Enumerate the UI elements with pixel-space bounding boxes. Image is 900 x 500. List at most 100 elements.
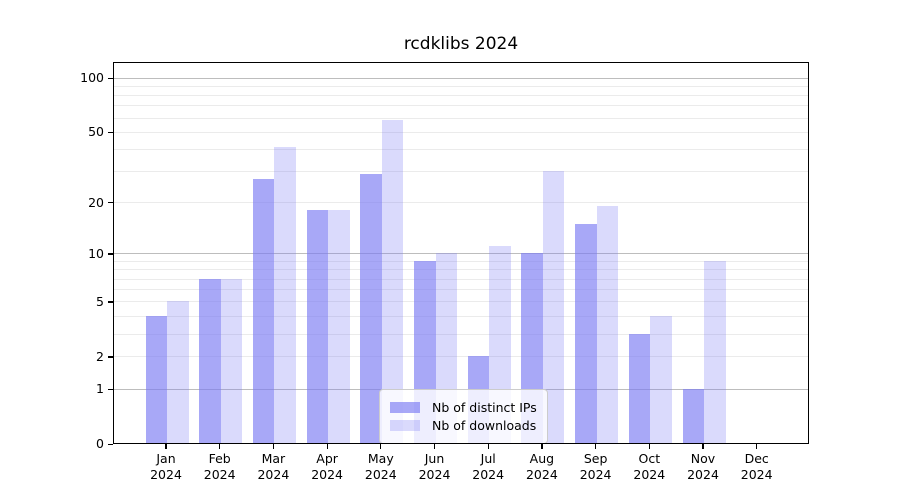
x-tick-year: 2024 bbox=[525, 467, 558, 482]
gridline-minor bbox=[114, 301, 808, 303]
chart-title: rcdklibs 2024 bbox=[403, 34, 519, 54]
gridline-minor bbox=[114, 278, 808, 280]
gridline-minor bbox=[114, 356, 808, 358]
legend-label-downloads: Nb of downloads bbox=[432, 418, 537, 433]
legend-entry-downloads: Nb of downloads bbox=[390, 418, 537, 433]
bar-distinct-ips bbox=[360, 173, 382, 443]
y-tick-label: 100 bbox=[80, 70, 104, 86]
legend-label-distinct-ips: Nb of distinct IPs bbox=[432, 400, 537, 415]
x-tick-year: 2024 bbox=[687, 467, 719, 482]
y-tick-label: 50 bbox=[88, 124, 104, 140]
y-tick bbox=[108, 388, 113, 390]
bar-downloads bbox=[274, 147, 296, 443]
bar-distinct-ips bbox=[252, 179, 275, 443]
x-tick-month: Jan bbox=[156, 451, 176, 466]
x-tick-year: 2024 bbox=[418, 467, 451, 482]
bar-downloads bbox=[220, 278, 243, 443]
x-tick-label: Jan 2024 bbox=[134, 451, 198, 483]
x-tick-month: Apr bbox=[316, 451, 338, 466]
x-tick-year: 2024 bbox=[740, 467, 773, 482]
x-tick-month: Dec bbox=[744, 451, 769, 466]
x-tick bbox=[541, 444, 543, 449]
x-tick bbox=[433, 444, 436, 449]
x-tick-month: May bbox=[367, 451, 394, 466]
x-tick-month: Jul bbox=[480, 451, 496, 466]
gridline-minor bbox=[114, 85, 808, 87]
bar-distinct-ips bbox=[682, 388, 704, 443]
gridline-minor bbox=[114, 171, 808, 173]
x-tick-label: Nov 2024 bbox=[671, 451, 735, 483]
y-tick bbox=[108, 131, 113, 133]
y-tick bbox=[108, 356, 113, 358]
x-tick-label: Dec 2024 bbox=[725, 451, 789, 483]
x-tick bbox=[756, 444, 758, 449]
legend-swatch-downloads bbox=[390, 420, 420, 431]
gridline-minor bbox=[114, 260, 808, 262]
y-tick bbox=[108, 202, 113, 204]
gridline-minor bbox=[114, 333, 808, 335]
x-tick-label: Oct 2024 bbox=[617, 451, 681, 483]
bar-distinct-ips bbox=[199, 278, 221, 443]
gridline-minor bbox=[114, 95, 808, 97]
gridline-major bbox=[114, 77, 808, 79]
x-tick bbox=[380, 444, 382, 449]
x-tick-label: Feb 2024 bbox=[188, 451, 252, 483]
gridline-minor bbox=[114, 131, 808, 133]
bar-distinct-ips bbox=[628, 333, 651, 443]
x-tick-label: Aug 2024 bbox=[510, 451, 574, 483]
x-tick bbox=[487, 444, 489, 449]
y-tick-label: 5 bbox=[96, 293, 104, 309]
y-tick bbox=[108, 77, 113, 79]
x-tick-month: Aug bbox=[529, 451, 555, 466]
x-tick bbox=[595, 444, 597, 449]
x-tick bbox=[648, 444, 650, 449]
gridline-minor bbox=[114, 149, 808, 150]
x-tick-label: Mar 2024 bbox=[241, 451, 305, 483]
gridline-minor bbox=[114, 117, 808, 119]
y-tick-label: 10 bbox=[88, 245, 104, 261]
x-tick-year: 2024 bbox=[633, 467, 666, 482]
plot-area: Nb of distinct IPs Nb of downloads bbox=[113, 62, 809, 444]
x-tick-month: Oct bbox=[638, 451, 661, 466]
bar-downloads bbox=[328, 210, 350, 443]
y-tick-label: 0 bbox=[96, 436, 104, 451]
bar-distinct-ips bbox=[306, 210, 329, 443]
x-tick bbox=[219, 444, 221, 449]
x-tick-label: Apr 2024 bbox=[295, 451, 359, 483]
gridline-minor bbox=[114, 289, 808, 291]
x-tick bbox=[702, 444, 704, 449]
x-tick-month: Nov bbox=[690, 451, 716, 466]
x-tick-year: 2024 bbox=[579, 467, 612, 482]
gridline-minor bbox=[114, 202, 808, 204]
bar-downloads bbox=[650, 315, 672, 443]
y-tick-label: 2 bbox=[96, 348, 104, 364]
x-tick-year: 2024 bbox=[311, 467, 343, 482]
x-tick-month: Mar bbox=[261, 451, 286, 466]
x-tick-month: Sep bbox=[583, 451, 608, 466]
y-tick-label: 20 bbox=[88, 194, 104, 210]
gridline-minor bbox=[114, 269, 808, 271]
y-tick-label: 1 bbox=[96, 381, 104, 397]
x-tick-label: May 2024 bbox=[349, 451, 413, 483]
x-tick-year: 2024 bbox=[364, 467, 397, 482]
x-tick-month: Jun bbox=[424, 451, 445, 466]
x-tick-year: 2024 bbox=[257, 467, 290, 482]
bar-downloads bbox=[381, 120, 404, 443]
x-tick-label: Sep 2024 bbox=[564, 451, 628, 483]
legend: Nb of distinct IPs Nb of downloads bbox=[379, 389, 548, 443]
y-tick bbox=[108, 443, 113, 445]
x-tick-year: 2024 bbox=[150, 467, 182, 482]
y-tick bbox=[108, 253, 113, 255]
legend-swatch-distinct-ips bbox=[390, 402, 420, 413]
x-tick-month: Feb bbox=[208, 451, 231, 466]
bar-downloads bbox=[596, 205, 619, 443]
x-tick-label: Jun 2024 bbox=[403, 451, 467, 483]
x-tick-year: 2024 bbox=[203, 467, 236, 482]
bar-distinct-ips bbox=[575, 223, 597, 443]
bar-downloads bbox=[704, 260, 726, 443]
gridline-minor bbox=[114, 315, 808, 317]
x-tick bbox=[272, 444, 275, 449]
bar-downloads bbox=[542, 171, 565, 443]
legend-entry-distinct-ips: Nb of distinct IPs bbox=[390, 400, 537, 415]
